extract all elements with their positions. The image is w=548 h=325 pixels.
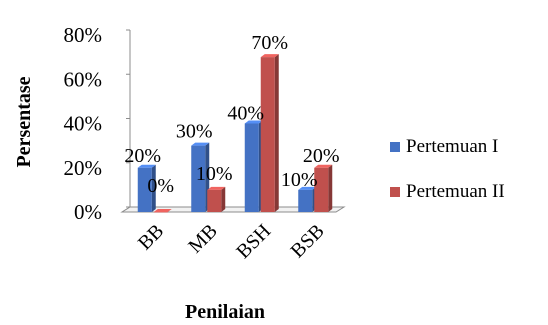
data-label: 20% — [303, 145, 340, 167]
data-label: 40% — [227, 103, 264, 125]
data-label: 10% — [281, 169, 318, 191]
bar-top — [244, 120, 263, 124]
x-axis-title: Penilaian — [185, 301, 265, 323]
x-tick-label: BSB — [286, 220, 328, 262]
bar-front — [298, 189, 313, 212]
bar-front — [244, 123, 259, 212]
data-label: 20% — [124, 145, 161, 167]
data-label: 0% — [147, 175, 174, 197]
bar-front — [314, 167, 329, 212]
legend-label: Pertemuan II — [406, 181, 505, 202]
y-tick-label: 80% — [64, 23, 103, 47]
y-tick-label: 60% — [64, 67, 103, 91]
bar-top — [191, 142, 210, 146]
bar — [137, 164, 156, 212]
bar-side — [221, 186, 226, 212]
bar-top — [137, 164, 156, 168]
bar-front — [191, 145, 206, 212]
legend-entry: Pertemuan II — [390, 181, 505, 202]
x-tick-label: MB — [184, 220, 222, 258]
bar-top — [260, 54, 279, 58]
bar-front — [137, 167, 152, 212]
legend-entry: Pertemuan I — [390, 136, 498, 157]
data-label: 10% — [196, 163, 233, 185]
y-tick-label: 20% — [64, 156, 103, 180]
bar-top — [314, 164, 333, 168]
bar-top — [298, 186, 317, 190]
legend: Pertemuan I Pertemuan II — [390, 136, 505, 202]
legend-label: Pertemuan I — [406, 136, 498, 157]
legend-swatch — [390, 187, 400, 197]
bar — [314, 164, 333, 212]
data-label: 30% — [176, 121, 213, 143]
data-label: 70% — [251, 32, 288, 54]
bar-top — [207, 186, 226, 190]
bar-side — [274, 54, 279, 212]
bar — [191, 142, 210, 212]
legend-swatch — [390, 142, 400, 152]
bar — [207, 186, 226, 212]
bar-side — [151, 164, 156, 212]
y-tick-label: 40% — [64, 112, 103, 136]
bar-front — [207, 189, 222, 212]
x-tick-label: BSH — [232, 220, 275, 263]
bar-front — [153, 212, 168, 213]
bar — [244, 120, 263, 212]
bar-top — [153, 209, 172, 212]
bar-side — [328, 164, 333, 212]
bar — [260, 54, 279, 212]
bar-front — [260, 57, 275, 212]
bar — [153, 209, 172, 213]
bars-layer — [137, 54, 333, 213]
y-axis-title: Persentase — [13, 76, 35, 167]
x-tick-label: BB — [134, 220, 168, 254]
y-tick-label: 0% — [74, 200, 102, 224]
labels-layer: 20%0%30%10%40%70%10%20% — [124, 32, 339, 197]
